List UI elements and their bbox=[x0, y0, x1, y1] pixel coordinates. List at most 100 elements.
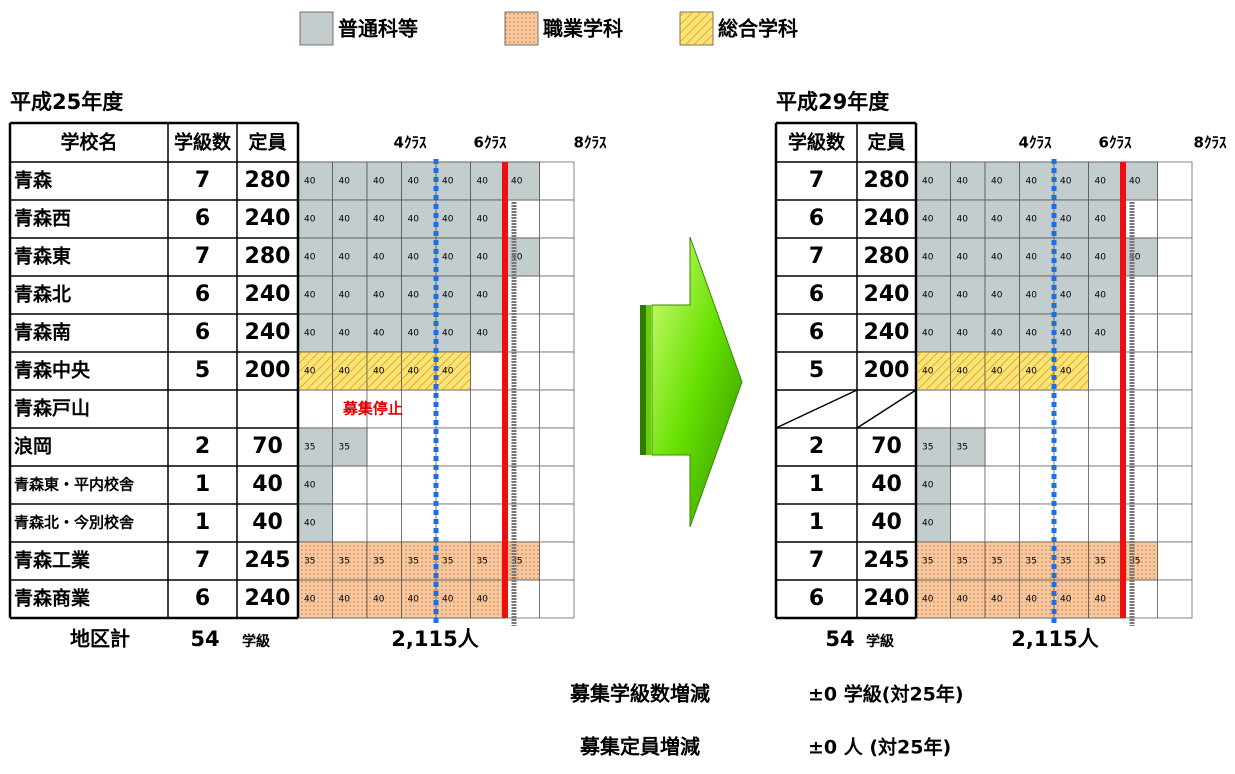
grid-cell bbox=[984, 427, 1020, 467]
class-cell bbox=[1019, 313, 1055, 353]
cell-label: 40 bbox=[477, 215, 489, 225]
grid-cell bbox=[1157, 199, 1193, 239]
grid-cell bbox=[332, 503, 368, 543]
class-cell-pattern bbox=[367, 580, 402, 618]
class-count: 6 bbox=[195, 206, 210, 231]
grid-cell bbox=[1122, 465, 1158, 505]
summary-label: 募集学級数増減 bbox=[569, 682, 710, 706]
grid-cell bbox=[1019, 465, 1055, 505]
class-count: 2 bbox=[195, 434, 210, 459]
cell-label: 40 bbox=[1095, 215, 1107, 225]
class-cell bbox=[950, 427, 986, 467]
arrow bbox=[640, 236, 743, 528]
cell-label: 40 bbox=[339, 177, 351, 187]
class-cell bbox=[984, 161, 1020, 201]
capacity: 240 bbox=[864, 586, 910, 611]
class-count: 7 bbox=[195, 548, 210, 573]
class-cell-pattern bbox=[298, 542, 333, 580]
class-cell-pattern bbox=[1054, 352, 1089, 390]
class-header: 8ｸﾗｽ bbox=[574, 134, 607, 152]
class-count: 6 bbox=[809, 320, 824, 345]
cell-label: 35 bbox=[1129, 557, 1140, 567]
class-cell-pattern bbox=[1019, 352, 1054, 390]
cell-label: 35 bbox=[511, 557, 522, 567]
cell-label: 40 bbox=[922, 329, 934, 339]
grid-cell bbox=[470, 351, 506, 391]
cell-label: 35 bbox=[957, 557, 968, 567]
class-count: 1 bbox=[809, 472, 824, 497]
cell-label: 35 bbox=[922, 443, 933, 453]
capacity: 240 bbox=[245, 206, 291, 231]
cell-label: 40 bbox=[477, 177, 489, 187]
grid-cell bbox=[539, 427, 575, 467]
class-cell bbox=[332, 427, 368, 467]
cell-label: 40 bbox=[304, 291, 316, 301]
cell-label: 40 bbox=[477, 253, 489, 263]
grid-cell bbox=[1053, 427, 1089, 467]
grid-cell bbox=[539, 541, 575, 581]
capacity: 280 bbox=[864, 244, 910, 269]
grid-cell bbox=[539, 503, 575, 543]
cell-label: 40 bbox=[922, 367, 934, 377]
grid-cell bbox=[504, 313, 540, 353]
class-cell bbox=[950, 161, 986, 201]
capacity: 40 bbox=[871, 510, 902, 535]
class-cell bbox=[470, 237, 506, 277]
cell-label: 40 bbox=[922, 519, 934, 529]
grid-cell bbox=[1157, 427, 1193, 467]
grid-cell bbox=[1122, 275, 1158, 315]
school-name: 青森商業 bbox=[14, 587, 91, 610]
cell-label: 40 bbox=[1060, 595, 1072, 605]
class-cell bbox=[1053, 237, 1089, 277]
class-header: 4ｸﾗｽ bbox=[1019, 134, 1052, 152]
class-cell bbox=[984, 199, 1020, 239]
column-header: 学級数 bbox=[174, 131, 232, 154]
class-cell bbox=[915, 199, 951, 239]
cell-label: 40 bbox=[991, 215, 1003, 225]
grid-cell bbox=[366, 465, 402, 505]
grid-cell bbox=[297, 389, 333, 429]
class-cell-pattern bbox=[985, 352, 1020, 390]
grid-cell bbox=[1157, 313, 1193, 353]
total-capacity: 2,115人 bbox=[1011, 627, 1098, 651]
grid-cell bbox=[1157, 389, 1193, 429]
total-capacity: 2,115人 bbox=[391, 627, 478, 651]
cell-label: 40 bbox=[373, 595, 385, 605]
cell-label: 35 bbox=[1026, 557, 1037, 567]
class-count: 6 bbox=[809, 206, 824, 231]
grid-cell bbox=[435, 465, 471, 505]
cell-label: 35 bbox=[304, 557, 315, 567]
cell-label: 40 bbox=[373, 253, 385, 263]
class-cell-pattern bbox=[367, 542, 402, 580]
cell-label: 40 bbox=[442, 595, 454, 605]
cell-label: 40 bbox=[339, 253, 351, 263]
class-cell bbox=[1019, 237, 1055, 277]
cell-label: 40 bbox=[922, 215, 934, 225]
grid-cell bbox=[1122, 503, 1158, 543]
class-cell-pattern bbox=[916, 542, 951, 580]
class-cell-pattern bbox=[950, 352, 985, 390]
cell-label: 40 bbox=[408, 291, 420, 301]
class-cell-pattern bbox=[1123, 542, 1158, 580]
grid-cell bbox=[1019, 389, 1055, 429]
school-name: 浪岡 bbox=[14, 435, 52, 458]
grid-cell bbox=[1157, 503, 1193, 543]
grid-cell bbox=[984, 503, 1020, 543]
class-cell bbox=[297, 199, 333, 239]
class-count: 7 bbox=[195, 244, 210, 269]
cell-label: 40 bbox=[922, 481, 934, 491]
grid-cell bbox=[1122, 427, 1158, 467]
cell-label: 40 bbox=[304, 595, 316, 605]
class-cell bbox=[435, 199, 471, 239]
cell-label: 40 bbox=[408, 253, 420, 263]
grid-cell bbox=[366, 503, 402, 543]
cell-label: 40 bbox=[408, 215, 420, 225]
cell-label: 40 bbox=[339, 215, 351, 225]
capacity: 240 bbox=[245, 282, 291, 307]
class-cell-pattern bbox=[1054, 580, 1089, 618]
grid-cell bbox=[1122, 389, 1158, 429]
class-cell-pattern bbox=[985, 580, 1020, 618]
cell-label: 40 bbox=[373, 291, 385, 301]
cell-label: 40 bbox=[1060, 329, 1072, 339]
capacity: 240 bbox=[864, 320, 910, 345]
